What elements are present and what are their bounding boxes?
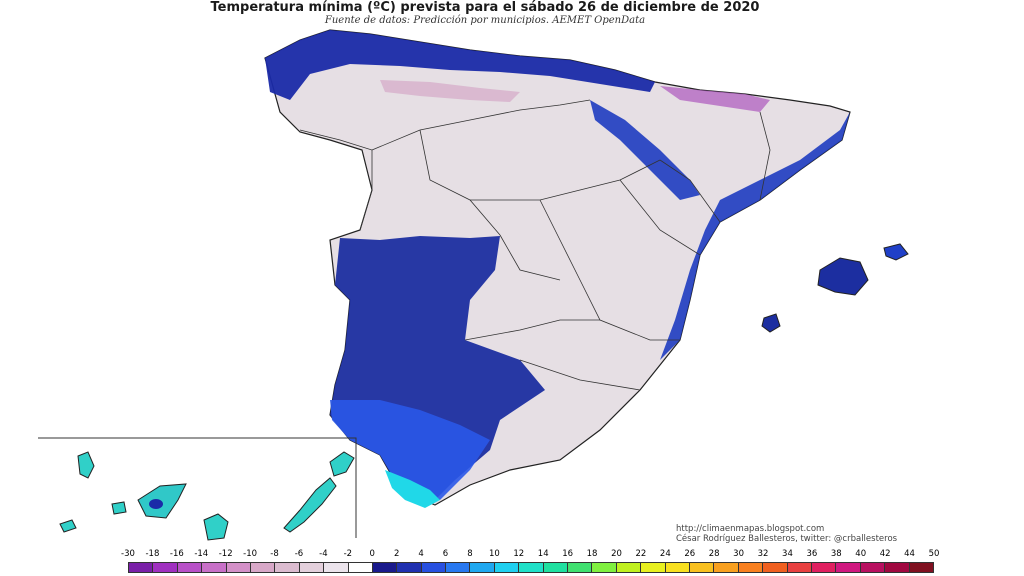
la-palma-island	[77, 451, 95, 479]
legend-tick-label: 28	[708, 549, 720, 559]
legend-color-bar	[128, 562, 934, 573]
legend-tick-label: -4	[319, 549, 328, 559]
ibiza-island	[761, 313, 781, 333]
legend-swatch	[153, 563, 178, 572]
legend-tick-label: 0	[369, 549, 375, 559]
menorca-island	[883, 243, 909, 261]
legend-swatch	[446, 563, 471, 572]
legend-tick-label: -6	[294, 549, 304, 559]
fuerteventura-island	[283, 477, 337, 533]
teide-cold-spot	[149, 499, 163, 509]
legend-swatch	[616, 563, 642, 572]
region-borders	[299, 99, 771, 391]
legend-tick-label: 34	[782, 549, 793, 559]
legend-swatch	[860, 563, 886, 572]
legend-swatch	[543, 563, 569, 572]
legend-tick-label: 12	[513, 549, 525, 559]
legend-tick-label: 32	[757, 549, 769, 559]
andalusia-coast-band	[330, 400, 490, 500]
legend-tick-label: 20	[611, 549, 622, 559]
north-coast-band	[265, 30, 655, 100]
credits: http://climaenmapas.blogspot.com César R…	[676, 524, 897, 544]
credits-author: César Rodríguez Ballesteros, twitter: @c…	[676, 534, 898, 544]
canary-inset-frame	[38, 437, 357, 538]
legend-tick-label: 50	[928, 549, 940, 559]
legend-swatch	[787, 563, 812, 572]
canary-islands	[59, 451, 355, 541]
lanzarote-island	[329, 451, 355, 477]
legend-swatch	[641, 563, 666, 572]
pyrenees-cold-zone	[660, 86, 770, 112]
legend-swatch	[226, 563, 251, 572]
legend-tick-label: 38	[830, 549, 842, 559]
legend-tick-label: 36	[806, 549, 818, 559]
legend-swatch	[202, 563, 227, 572]
legend-swatch	[568, 563, 593, 572]
legend-tick-label: -30	[121, 549, 135, 559]
legend-swatch	[372, 563, 398, 572]
legend-swatch	[519, 563, 544, 572]
legend-tick-label: 22	[635, 549, 647, 559]
legend-swatch	[689, 563, 715, 572]
legend-swatch	[665, 563, 690, 572]
legend-swatch	[397, 563, 422, 572]
legend-swatch	[177, 563, 203, 572]
la-gomera-island	[111, 501, 127, 515]
legend-swatch	[275, 563, 300, 572]
legend-tick-label: -12	[218, 549, 233, 559]
legend-swatch	[763, 563, 788, 572]
cadiz-warm-spot	[385, 470, 440, 508]
legend-tick-label: 30	[733, 549, 745, 559]
legend-tick-label: 2	[393, 549, 400, 559]
legend-swatch	[348, 563, 373, 572]
el-hierro-island	[59, 519, 77, 533]
legend-tick-label: -10	[243, 549, 258, 559]
legend-tick-label: -18	[145, 549, 160, 559]
legend-tick-label: 10	[488, 549, 500, 559]
legend-swatch	[592, 563, 617, 572]
credits-url: http://climaenmapas.blogspot.com	[676, 524, 825, 534]
legend-swatch	[836, 563, 861, 572]
legend-swatch	[299, 563, 325, 572]
legend-ticks: -30 -18 -16 -14 -12 -10 -8 -6 -4 -2 0 2 4 6 8 10 12 14 16 1…	[0, 549, 1024, 561]
legend-swatch	[421, 563, 447, 572]
map-title: Temperatura mínima (ºC) prevista para el…	[210, 0, 760, 15]
legend-tick-label: -2	[343, 549, 353, 559]
legend-tick-label: -14	[194, 549, 209, 559]
legend-tick-label: 6	[442, 549, 449, 559]
legend-tick-label: 4	[418, 549, 424, 559]
legend-tick-label: 44	[904, 549, 915, 559]
legend-swatch	[714, 563, 739, 572]
legend-swatch	[738, 563, 764, 572]
map-subtitle: Fuente de datos: Predicción por municipi…	[324, 15, 646, 26]
legend-tick-label: 16	[562, 549, 574, 559]
legend-swatch	[494, 563, 520, 572]
legend-swatch	[250, 563, 276, 572]
legend-swatch	[885, 563, 910, 572]
legend-swatch	[324, 563, 349, 572]
gran-canaria-island	[203, 513, 229, 541]
legend-tick-label: 42	[879, 549, 891, 559]
legend-tick-label: 24	[659, 549, 671, 559]
legend-tick-label: -8	[270, 549, 279, 559]
legend-tick-label: 8	[467, 549, 473, 559]
legend-tick-label: -16	[169, 549, 184, 559]
mediterranean-coast-band	[660, 112, 850, 360]
legend-tick-label: 14	[537, 549, 549, 559]
legend-swatch	[909, 563, 933, 572]
legend-tick-label: 18	[586, 549, 598, 559]
legend-swatch	[129, 563, 154, 572]
legend-swatch	[811, 563, 837, 572]
mallorca-island	[817, 257, 869, 296]
legend-swatch	[470, 563, 495, 572]
ebro-valley-band	[590, 100, 700, 200]
legend-tick-label: 40	[855, 549, 867, 559]
tenerife-island	[137, 483, 187, 519]
legend-tick-label: 26	[684, 549, 696, 559]
cantabrian-cold-zone	[380, 80, 520, 102]
